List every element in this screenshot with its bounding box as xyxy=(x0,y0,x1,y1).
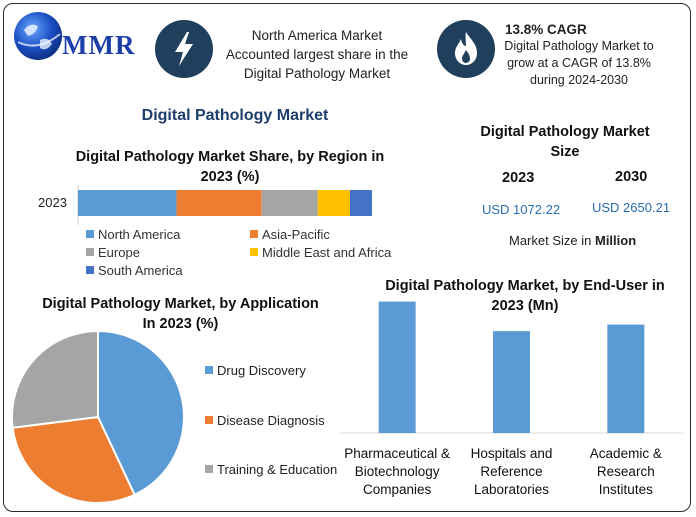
flame-icon xyxy=(437,20,495,78)
enduser-chart-title: Digital Pathology Market, by End-User in… xyxy=(385,278,665,314)
pie-slice-disease-diagnosis xyxy=(11,415,136,504)
enduser-category-label: Pharmaceutical & Biotechnology Companies xyxy=(344,446,451,497)
legend-swatch xyxy=(86,230,94,238)
legend-swatch xyxy=(205,465,213,473)
application-legend-item: Training & Education xyxy=(205,462,337,477)
enduser-bar-chart xyxy=(340,301,683,434)
globe-logo-icon xyxy=(14,12,62,60)
header-north-america-note: North America Market Accounted largest s… xyxy=(225,28,409,81)
market-size-year-2023: 2023 xyxy=(502,170,535,186)
main-title: Digital Pathology Market xyxy=(141,107,329,124)
cagr-title: 13.8% CAGR xyxy=(505,22,587,37)
legend-swatch xyxy=(86,248,94,256)
cagr-description: Digital Pathology Market to grow at a CA… xyxy=(504,39,654,87)
enduser-bar xyxy=(378,301,416,433)
enduser-category-label: Hospitals and Reference Laboratories xyxy=(470,446,553,497)
region-legend-item: Asia-Pacific xyxy=(250,227,330,242)
application-pie xyxy=(11,329,185,504)
lightning-icon xyxy=(155,20,213,78)
pie-slice-training-education xyxy=(11,329,99,429)
legend-label: North America xyxy=(98,227,181,242)
application-legend-item: Drug Discovery xyxy=(205,363,306,378)
legend-label: Europe xyxy=(98,245,140,260)
legend-label: Disease Diagnosis xyxy=(217,413,325,428)
region-stacked-bar xyxy=(77,185,372,225)
region-chart-title: Digital Pathology Market Share, by Regio… xyxy=(75,149,385,185)
legend-swatch xyxy=(250,248,258,256)
header-cagr-note: 13.8% CAGR xyxy=(505,20,670,39)
application-chart-title: Digital Pathology Market, by Application… xyxy=(42,296,319,332)
region-bar-segment-europe xyxy=(261,190,318,216)
application-legend-item: Disease Diagnosis xyxy=(205,413,325,428)
legend-label: Middle East and Africa xyxy=(262,245,392,260)
region-bar-segment-north-america xyxy=(78,190,177,216)
market-size-value-2023: USD 1072.22 xyxy=(482,202,561,217)
enduser-category-label: Academic & Research Institutes xyxy=(589,446,662,497)
legend-swatch xyxy=(205,416,213,424)
legend-label: Asia-Pacific xyxy=(262,227,330,242)
enduser-bar xyxy=(493,331,530,433)
pie-slice-drug-discovery xyxy=(97,329,185,497)
enduser-bar xyxy=(607,324,645,433)
legend-swatch xyxy=(250,230,258,238)
brand-logo-text: MMR xyxy=(62,30,136,60)
legend-label: Training & Education xyxy=(217,462,338,477)
market-size-unit-note: Market Size in Million xyxy=(509,233,637,248)
market-size-year-2030: 2030 xyxy=(615,169,648,185)
region-bar-segment-south-america xyxy=(349,190,372,216)
region-legend-item: Europe xyxy=(86,245,140,260)
legend-swatch xyxy=(205,366,213,374)
legend-swatch xyxy=(86,266,94,274)
region-legend-item: Middle East and Africa xyxy=(250,245,391,260)
market-size-title: Digital Pathology Market Size xyxy=(480,124,650,160)
region-bar-segment-middle-east-and-africa xyxy=(317,190,350,216)
legend-label: South America xyxy=(98,263,183,278)
infographic-frame xyxy=(3,3,691,512)
region-legend-item: South America xyxy=(86,263,183,278)
legend-label: Drug Discovery xyxy=(217,363,306,378)
region-bar-segment-asia-pacific xyxy=(176,190,262,216)
market-size-value-2030: USD 2650.21 xyxy=(592,200,671,215)
region-year-label: 2023 xyxy=(38,195,67,210)
region-legend-item: North America xyxy=(86,227,180,242)
